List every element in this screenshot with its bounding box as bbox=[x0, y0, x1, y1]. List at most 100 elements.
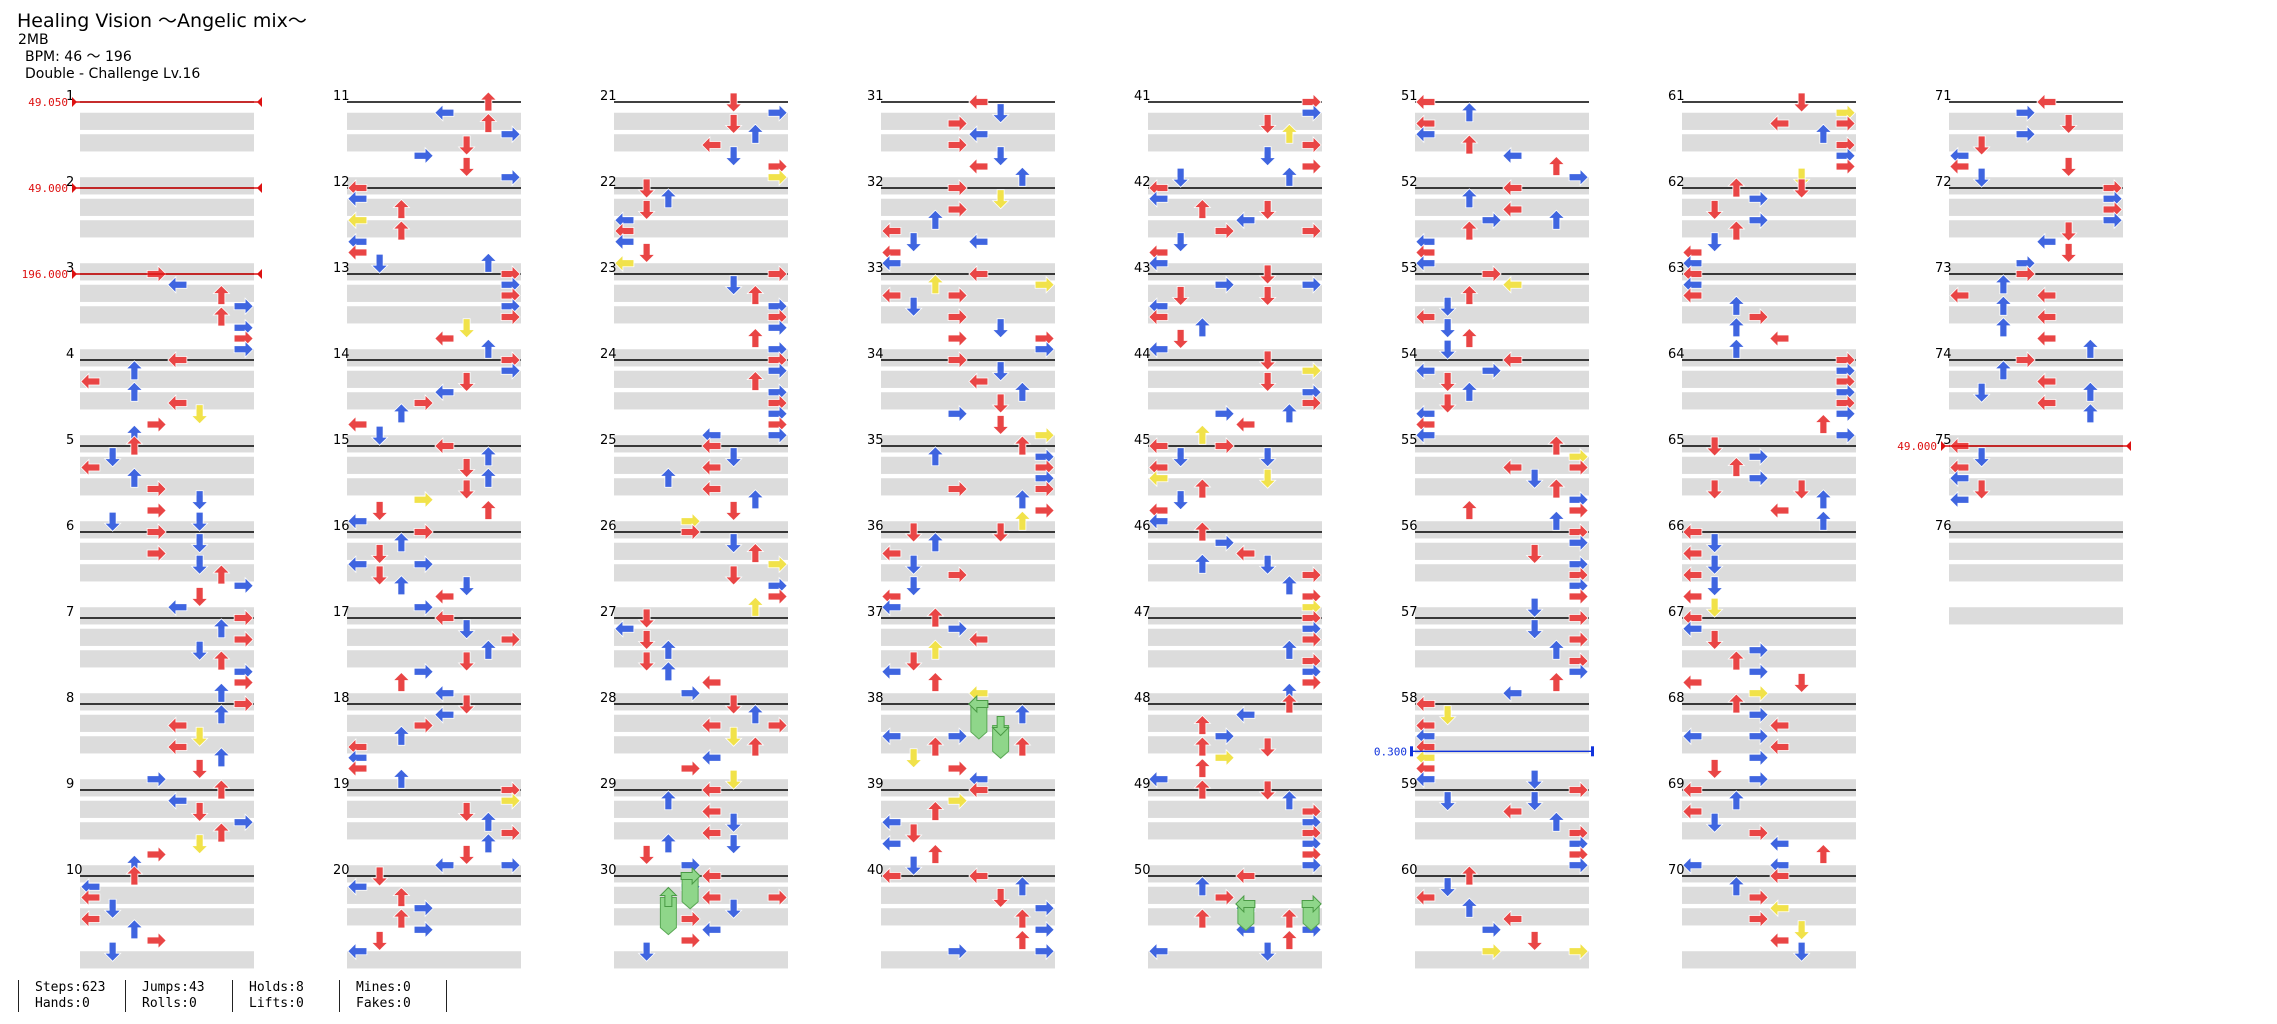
beat-band bbox=[1682, 800, 1856, 818]
beat-band bbox=[80, 736, 254, 754]
measure-number: 15 bbox=[333, 433, 350, 448]
beat-band bbox=[80, 134, 254, 152]
measure-number: 32 bbox=[867, 175, 884, 190]
beat-band bbox=[1682, 370, 1856, 388]
measure-number: 54 bbox=[1401, 347, 1418, 362]
measure-number: 62 bbox=[1668, 175, 1685, 190]
step-arrow bbox=[392, 672, 410, 692]
step-arrow bbox=[233, 330, 254, 347]
step-arrow bbox=[1706, 759, 1724, 779]
beat-band bbox=[347, 800, 521, 818]
measure-number: 55 bbox=[1401, 433, 1418, 448]
beat-band bbox=[80, 177, 254, 195]
beat-band bbox=[1682, 693, 1856, 711]
beat-band bbox=[1415, 349, 1589, 367]
beat-band bbox=[1949, 542, 2123, 560]
beat-band bbox=[1949, 478, 2123, 496]
step-arrow bbox=[1034, 330, 1055, 347]
beat-band bbox=[80, 542, 254, 560]
beat-band bbox=[1415, 542, 1589, 560]
measure-number: 61 bbox=[1668, 89, 1685, 104]
beat-band bbox=[1415, 564, 1589, 582]
measure-number: 19 bbox=[333, 777, 350, 792]
bpm-change-label: 49.000 bbox=[1897, 440, 1937, 453]
beat-band bbox=[1148, 456, 1322, 474]
measure-number: 10 bbox=[66, 863, 83, 878]
stat-lifts: Lifts:0 bbox=[249, 996, 304, 1011]
measure-number: 4 bbox=[66, 347, 74, 362]
step-arrow bbox=[1301, 588, 1322, 605]
beat-band bbox=[881, 951, 1055, 969]
beat-band bbox=[80, 456, 254, 474]
beat-band bbox=[347, 435, 521, 453]
beat-band bbox=[614, 349, 788, 367]
beat-band bbox=[881, 693, 1055, 711]
step-arrow bbox=[2036, 93, 2057, 111]
beat-band bbox=[614, 628, 788, 646]
step-arrow bbox=[725, 501, 743, 521]
beat-band bbox=[881, 392, 1055, 410]
beat-band bbox=[347, 779, 521, 797]
step-arrow bbox=[926, 844, 944, 864]
measure-number: 20 bbox=[333, 863, 350, 878]
beat-band bbox=[614, 478, 788, 496]
bpm-marker-right bbox=[2126, 441, 2131, 451]
measure-number: 6 bbox=[66, 519, 74, 534]
beat-band bbox=[1415, 177, 1589, 195]
beat-band bbox=[614, 908, 788, 926]
beat-band bbox=[881, 220, 1055, 238]
beat-band bbox=[1682, 134, 1856, 152]
beat-band bbox=[1949, 263, 2123, 281]
beat-band bbox=[1682, 908, 1856, 926]
stop-marker-left bbox=[1410, 746, 1413, 757]
bpm-change-label: 196.000 bbox=[22, 268, 68, 281]
step-arrow bbox=[1682, 588, 1703, 605]
beat-band bbox=[1949, 392, 2123, 410]
step-arrow bbox=[1460, 500, 1478, 520]
step-arrow bbox=[434, 330, 455, 347]
beat-band bbox=[614, 865, 788, 883]
beat-band bbox=[1682, 951, 1856, 969]
step-arrow bbox=[992, 415, 1010, 435]
beat-band bbox=[881, 628, 1055, 646]
beat-band bbox=[1148, 349, 1322, 367]
measure-number: 41 bbox=[1134, 89, 1151, 104]
beat-band bbox=[1682, 435, 1856, 453]
beat-band bbox=[347, 693, 521, 711]
beat-band bbox=[347, 908, 521, 926]
measure-number: 26 bbox=[600, 519, 617, 534]
beat-band bbox=[80, 886, 254, 904]
stats-bar: Steps:623 Hands:0 Jumps:43 Rolls:0 Holds… bbox=[18, 980, 463, 1012]
beat-band bbox=[1148, 908, 1322, 926]
beat-band bbox=[1949, 349, 2123, 367]
beat-band bbox=[881, 886, 1055, 904]
beat-band bbox=[80, 714, 254, 732]
song-title: Healing Vision ～Angelic mix～ bbox=[17, 10, 307, 32]
measure-number: 1 bbox=[66, 89, 74, 104]
measure-number: 9 bbox=[66, 777, 74, 792]
beat-band bbox=[1949, 564, 2123, 582]
measure-number: 75 bbox=[1935, 433, 1952, 448]
measure-number: 72 bbox=[1935, 175, 1952, 190]
beat-band bbox=[614, 456, 788, 474]
beat-band bbox=[1148, 886, 1322, 904]
beat-band bbox=[614, 693, 788, 711]
beat-band bbox=[614, 564, 788, 582]
beat-band bbox=[881, 521, 1055, 539]
beat-band bbox=[614, 607, 788, 625]
beat-band bbox=[1148, 800, 1322, 818]
beat-band bbox=[1148, 263, 1322, 281]
beat-band bbox=[881, 134, 1055, 152]
measure-number: 30 bbox=[600, 863, 617, 878]
step-arrow bbox=[926, 672, 944, 692]
beat-band bbox=[1148, 177, 1322, 195]
beat-band bbox=[347, 607, 521, 625]
step-arrow bbox=[347, 760, 368, 777]
step-arrow bbox=[1415, 760, 1436, 777]
beat-band bbox=[614, 392, 788, 410]
beat-band bbox=[347, 521, 521, 539]
measure-number: 40 bbox=[867, 863, 884, 878]
beat-band bbox=[1148, 370, 1322, 388]
measure-number: 58 bbox=[1401, 691, 1418, 706]
beat-band bbox=[1949, 134, 2123, 152]
